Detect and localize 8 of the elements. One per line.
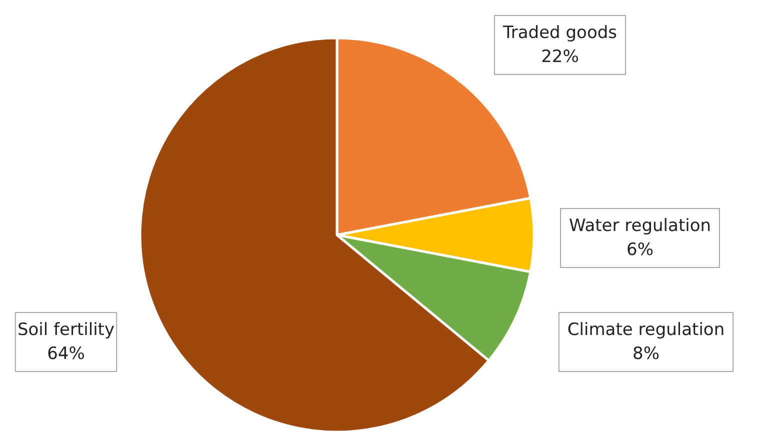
slice-label: Traded goods	[502, 23, 618, 43]
data-label: 8%	[632, 344, 660, 364]
slice-label: Soil fertility	[17, 320, 115, 340]
slice-label: Climate regulation	[567, 320, 725, 340]
data-label: 6%	[626, 240, 654, 260]
data-label: 64%	[47, 344, 85, 364]
slice-label: Water regulation	[568, 216, 712, 236]
data-label: 22%	[541, 47, 579, 67]
